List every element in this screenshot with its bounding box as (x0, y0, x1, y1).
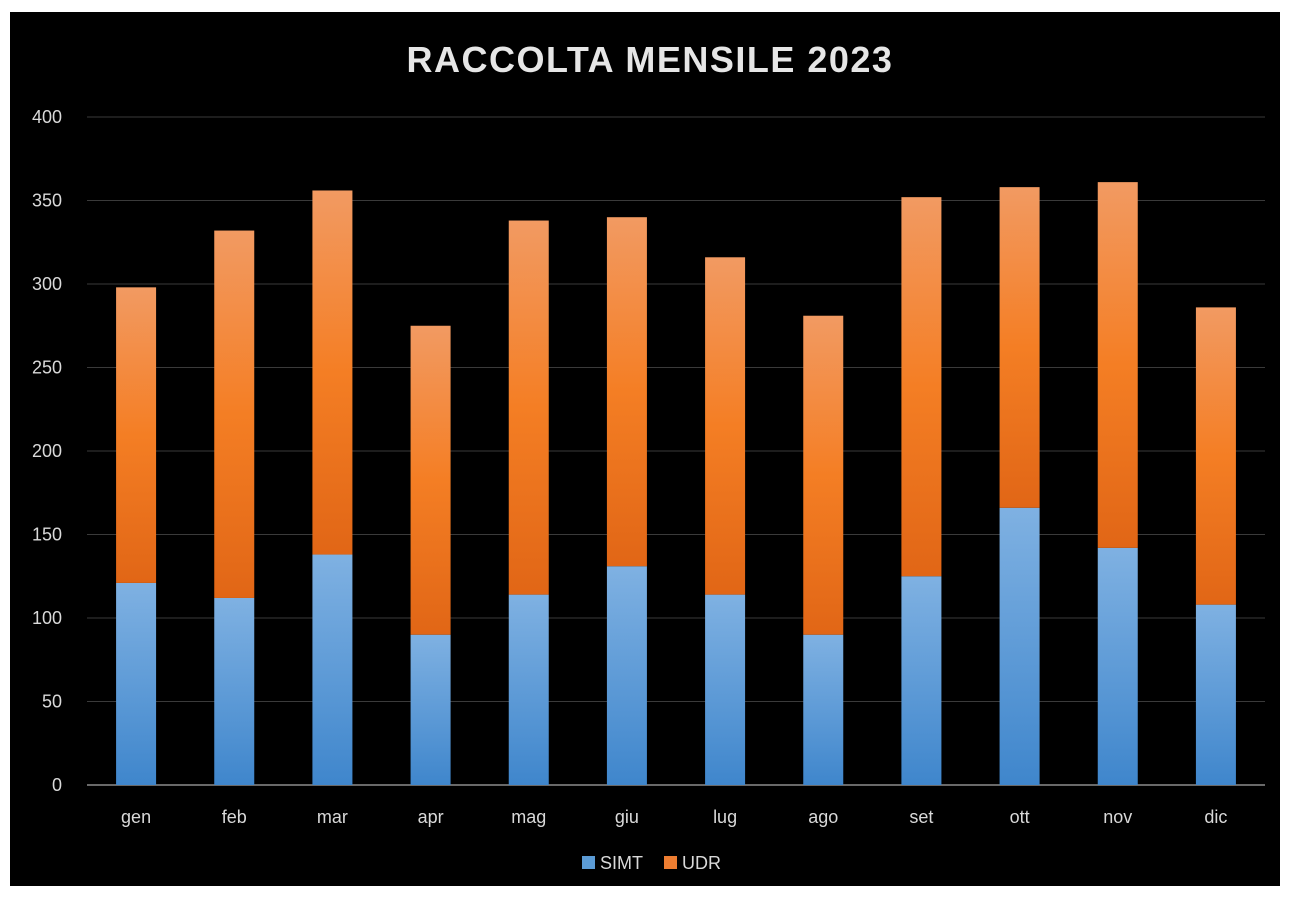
y-tick-label: 50 (42, 692, 62, 712)
chart-frame: RACCOLTA MENSILE 2023 0 50 100 150 200 250 300… (10, 12, 1280, 886)
x-tick-label: ott (1010, 807, 1030, 827)
y-tick-label: 200 (32, 441, 62, 461)
bar-simt-mag (508, 594, 549, 785)
bar-udr-gen (116, 287, 157, 583)
legend: SIMT UDR (582, 853, 721, 873)
y-tick-label: 0 (52, 775, 62, 795)
y-tick-label: 250 (32, 358, 62, 378)
x-tick-label: nov (1103, 807, 1132, 827)
bar-udr-ott (999, 187, 1040, 508)
y-tick-label: 100 (32, 608, 62, 628)
x-tick-label: lug (713, 807, 737, 827)
bar-udr-mag (508, 220, 549, 595)
bar-udr-apr (410, 325, 451, 635)
bar-udr-feb (214, 230, 255, 598)
bar-udr-giu (606, 217, 647, 567)
bar-simt-gen (116, 582, 157, 785)
bar-udr-mar (312, 190, 353, 555)
legend-label-simt: SIMT (600, 853, 643, 873)
bar-udr-ago (803, 315, 844, 635)
y-tick-label: 400 (32, 107, 62, 127)
y-tick-label: 150 (32, 525, 62, 545)
x-tick-label: mar (317, 807, 348, 827)
legend-label-udr: UDR (682, 853, 721, 873)
gridlines (87, 116, 1265, 786)
bar-simt-lug (705, 594, 746, 785)
y-tick-label: 350 (32, 191, 62, 211)
stacked-bar-chart: RACCOLTA MENSILE 2023 0 50 100 150 200 250 300… (32, 39, 1265, 873)
legend-swatch-udr (664, 856, 677, 869)
bars (116, 182, 1236, 785)
x-tick-label: apr (418, 807, 444, 827)
bar-simt-giu (606, 566, 647, 785)
x-axis-ticks: gen feb mar apr mag giu lug ago set ott nov dic (121, 807, 1227, 827)
bar-udr-dic (1195, 307, 1236, 605)
bar-simt-ago (803, 634, 844, 785)
x-tick-label: dic (1204, 807, 1227, 827)
bar-simt-mar (312, 554, 353, 785)
bar-udr-nov (1097, 182, 1138, 548)
bar-simt-dic (1195, 604, 1236, 785)
chart-title: RACCOLTA MENSILE 2023 (407, 39, 894, 80)
bar-simt-ott (999, 507, 1040, 785)
x-tick-label: gen (121, 807, 151, 827)
bar-simt-apr (410, 634, 451, 785)
x-tick-label: ago (808, 807, 838, 827)
bar-simt-feb (214, 597, 255, 785)
x-tick-label: feb (222, 807, 247, 827)
bar-udr-set (901, 197, 942, 577)
legend-swatch-simt (582, 856, 595, 869)
y-tick-label: 300 (32, 274, 62, 294)
bar-simt-set (901, 576, 942, 785)
x-tick-label: mag (511, 807, 546, 827)
bar-simt-nov (1097, 547, 1138, 785)
y-axis-ticks: 0 50 100 150 200 250 300 350 400 (32, 107, 62, 795)
bar-udr-lug (705, 257, 746, 595)
x-tick-label: giu (615, 807, 639, 827)
x-tick-label: set (909, 807, 933, 827)
